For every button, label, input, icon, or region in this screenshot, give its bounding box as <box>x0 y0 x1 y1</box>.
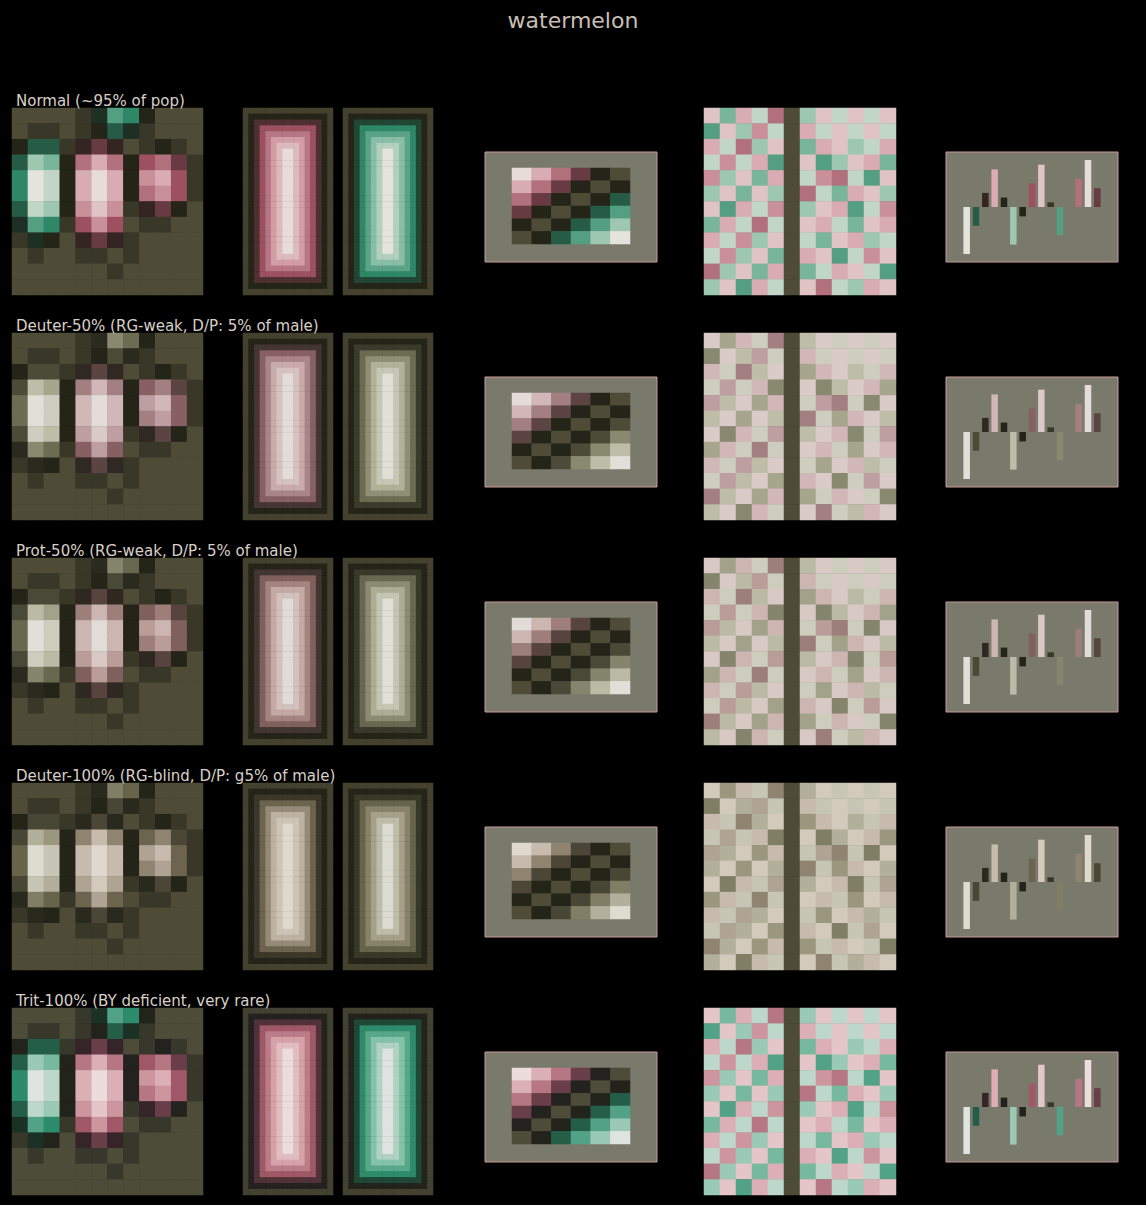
svg-text:Normal (~95% of pop): Normal (~95% of pop) <box>16 92 185 110</box>
svg-text:Deuter-100% (RG-blind, D/P: g5: Deuter-100% (RG-blind, D/P: g5% of male) <box>16 767 335 785</box>
svg-text:Prot-50% (RG-weak, D/P: 5% of: Prot-50% (RG-weak, D/P: 5% of male) <box>16 542 298 560</box>
svg-text:watermelon: watermelon <box>508 8 639 33</box>
svg-text:Trit-100% (BY deficient, very: Trit-100% (BY deficient, very rare) <box>15 992 270 1010</box>
svg-text:Deuter-50% (RG-weak, D/P: 5% o: Deuter-50% (RG-weak, D/P: 5% of male) <box>16 317 319 335</box>
